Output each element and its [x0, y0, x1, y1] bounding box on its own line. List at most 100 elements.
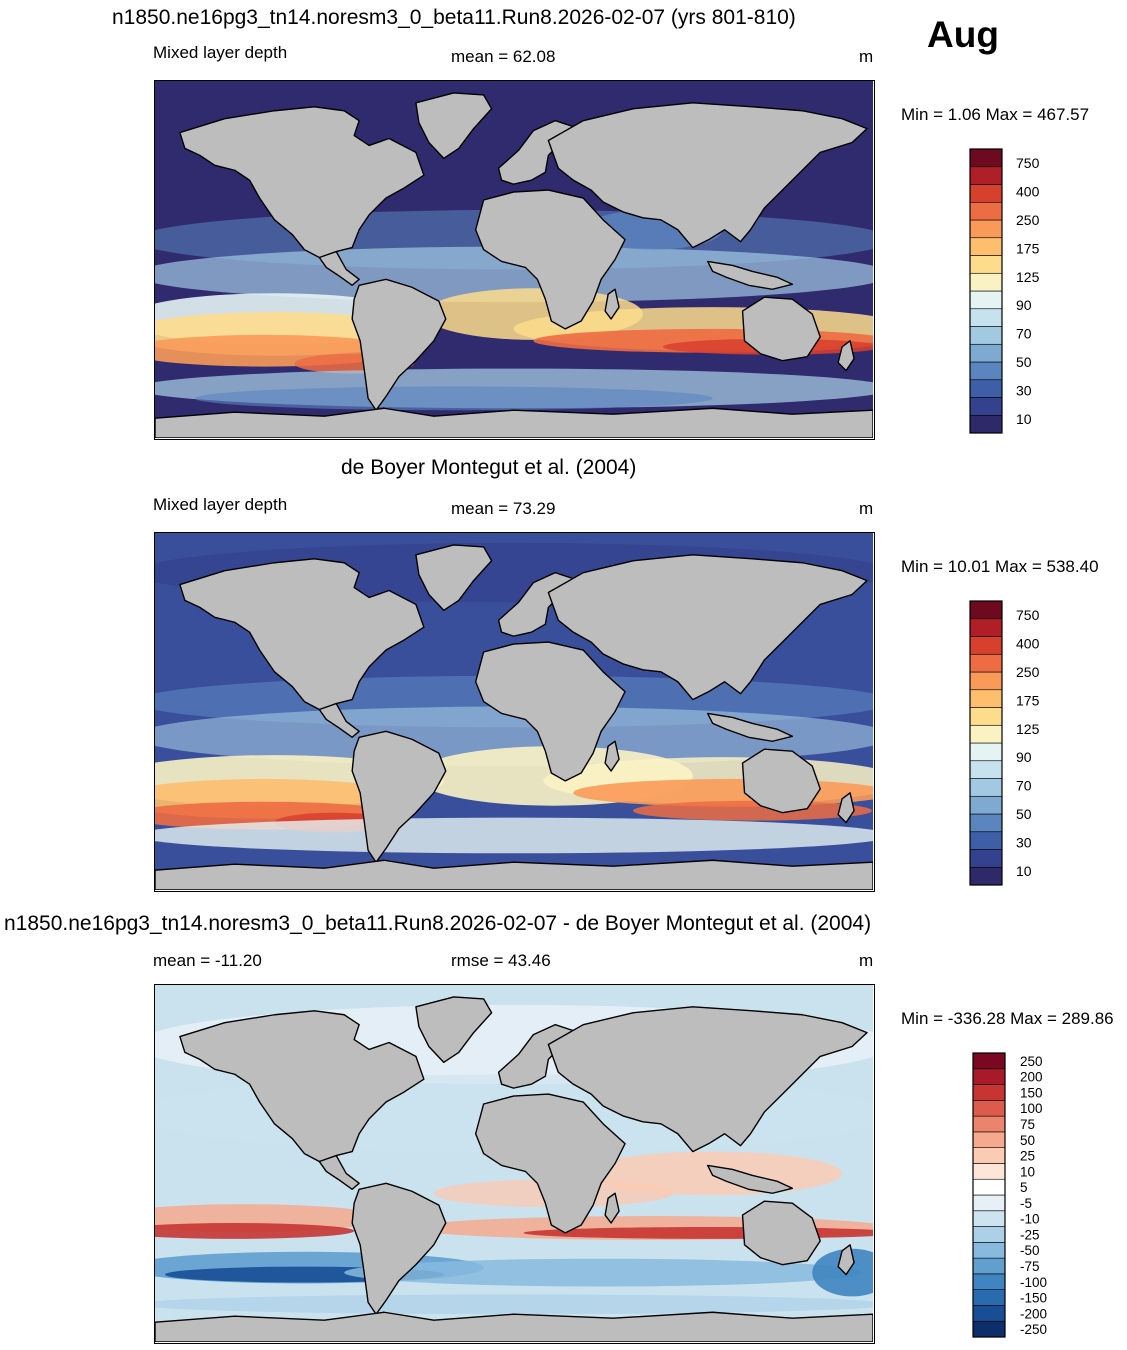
land-indonesia — [706, 712, 794, 742]
land-australia — [741, 296, 821, 362]
land-antarctica — [155, 859, 873, 890]
colorbar-swatch — [969, 361, 1003, 381]
colorbar-swatch — [969, 255, 1003, 274]
colorbar-swatch — [972, 1084, 1006, 1101]
colorbar-swatch — [969, 308, 1003, 327]
colorbar-tick-label: 70 — [1016, 778, 1032, 794]
colorbar-tick-label: 90 — [1016, 297, 1032, 313]
colorbar-tick-label: -75 — [1020, 1259, 1040, 1274]
panel3-minmax-label: Min = -336.28 Max = 289.86 — [901, 1009, 1114, 1028]
colorbar-tick-label: 125 — [1016, 721, 1040, 737]
colorbar-swatch — [969, 272, 1003, 292]
colorbar-swatch — [972, 1273, 1006, 1290]
colorbar-tick-label: 50 — [1016, 354, 1032, 370]
land-africa — [474, 641, 626, 782]
land-australia — [741, 1200, 821, 1266]
field-shading — [194, 386, 713, 411]
colorbar-tick-label: -150 — [1020, 1291, 1047, 1306]
colorbar-tick-label: -10 — [1020, 1212, 1040, 1227]
land-antarctica — [155, 407, 873, 438]
colorbar-swatch — [969, 707, 1003, 726]
panel1-mean-label: mean = 62.08 — [451, 47, 556, 66]
colorbar-tick-label: 90 — [1016, 749, 1032, 765]
colorbar-swatch — [969, 866, 1003, 886]
colorbar-swatch — [972, 1100, 1006, 1117]
panel2-map — [154, 532, 875, 892]
colorbar-swatch — [972, 1052, 1006, 1070]
colorbar-tick-label: 250 — [1020, 1054, 1043, 1069]
land-centralAmerica — [318, 702, 360, 738]
colorbar-swatch — [972, 1257, 1006, 1275]
panel3-units-label: m — [859, 951, 874, 970]
colorbar-swatch — [972, 1226, 1006, 1243]
panel1-map — [154, 80, 875, 440]
colorbar-swatch — [969, 148, 1003, 168]
colorbar-swatch — [972, 1289, 1006, 1306]
colorbar-tick-label: 400 — [1016, 184, 1040, 200]
field-shading — [344, 1258, 863, 1287]
panel2-units-label: m — [859, 499, 874, 518]
colorbar-swatch — [969, 184, 1003, 203]
colorbar-swatch — [969, 201, 1003, 221]
land-madagascar — [604, 1192, 620, 1224]
land-eurasia — [547, 554, 868, 701]
land-northAmerica — [179, 106, 425, 266]
colorbar-swatch — [969, 219, 1003, 239]
panel2-variable-label: Mixed layer depth — [153, 495, 288, 514]
colorbar-swatch — [969, 397, 1003, 416]
panel1-colorbar: 10 30 50 70 90 125 175 250 400 750 — [969, 148, 1040, 434]
colorbar-swatch — [969, 795, 1003, 815]
land-madagascar — [604, 740, 620, 772]
land-africa — [474, 1093, 626, 1234]
land-antarctica — [155, 1311, 873, 1342]
panel1-variable-label: Mixed layer depth — [153, 43, 288, 62]
land-eurasia — [547, 1006, 868, 1153]
panel2-colorbar: 10 30 50 70 90 125 175 250 400 750 — [969, 600, 1040, 886]
land-greenland — [415, 92, 493, 160]
panel2-mean-label: mean = 73.29 — [451, 499, 556, 518]
colorbar-tick-label: 150 — [1020, 1085, 1043, 1100]
colorbar-tick-label: -250 — [1020, 1322, 1047, 1337]
colorbar-swatch — [969, 742, 1003, 762]
land-africa — [474, 189, 626, 330]
panel1-units-label: m — [859, 47, 874, 66]
land-centralAmerica — [318, 1154, 360, 1190]
colorbar-tick-label: 100 — [1020, 1101, 1043, 1116]
colorbar-swatch — [972, 1305, 1006, 1322]
field-shading — [155, 817, 873, 854]
field-shading — [155, 1294, 873, 1315]
panel3-map — [154, 984, 875, 1344]
colorbar-swatch — [972, 1068, 1006, 1085]
colorbar-tick-label: 25 — [1020, 1149, 1035, 1164]
colorbar-swatch — [969, 778, 1003, 797]
panel1-minmax-label: Min = 1.06 Max = 467.57 — [901, 105, 1090, 124]
colorbar-swatch — [969, 849, 1003, 868]
colorbar-swatch — [969, 760, 1003, 779]
colorbar-swatch — [972, 1320, 1006, 1338]
colorbar-tick-label: 30 — [1016, 834, 1032, 850]
land-northAmerica — [179, 558, 425, 718]
land-eurasia — [547, 102, 868, 249]
panel3-mean-label: mean = -11.20 — [153, 951, 262, 970]
colorbar-swatch — [969, 290, 1003, 310]
colorbar-tick-label: -100 — [1020, 1275, 1047, 1290]
panel3-rmse-label: rmse = 43.46 — [451, 951, 551, 970]
colorbar-tick-label: 10 — [1016, 411, 1032, 427]
land-centralAmerica — [318, 250, 360, 286]
land-northAmerica — [179, 1010, 425, 1170]
colorbar-swatch — [969, 653, 1003, 673]
colorbar-tick-label: 75 — [1020, 1117, 1035, 1132]
colorbar-tick-label: 750 — [1016, 155, 1040, 171]
land-southAmerica — [351, 730, 447, 863]
land-newZealand — [837, 340, 855, 372]
colorbar-swatch — [969, 689, 1003, 708]
land-newZealand — [837, 792, 855, 824]
colorbar-tick-label: 175 — [1016, 240, 1040, 256]
colorbar-swatch — [969, 326, 1003, 345]
panel2-minmax-label: Min = 10.01 Max = 538.40 — [901, 557, 1099, 576]
colorbar-tick-label: -25 — [1020, 1227, 1040, 1242]
colorbar-swatch — [969, 600, 1003, 620]
field-shading — [812, 1248, 873, 1297]
land-australia — [741, 748, 821, 814]
colorbar-swatch — [969, 671, 1003, 691]
